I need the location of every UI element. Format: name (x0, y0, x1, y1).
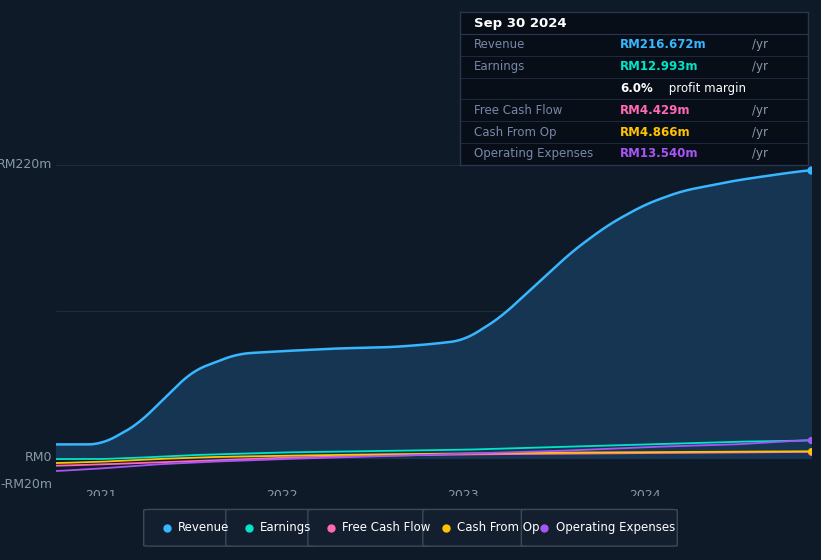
Text: Cash From Op: Cash From Op (457, 521, 539, 534)
Text: /yr: /yr (752, 60, 768, 73)
Text: 6.0%: 6.0% (620, 82, 653, 95)
Text: /yr: /yr (752, 39, 768, 52)
Text: RM216.672m: RM216.672m (620, 39, 707, 52)
Text: /yr: /yr (752, 104, 768, 116)
FancyBboxPatch shape (521, 510, 677, 546)
FancyBboxPatch shape (144, 510, 234, 546)
Text: /yr: /yr (752, 125, 768, 138)
Text: RM220m: RM220m (0, 158, 52, 171)
Text: RM12.993m: RM12.993m (620, 60, 699, 73)
Text: Free Cash Flow: Free Cash Flow (474, 104, 562, 116)
FancyBboxPatch shape (308, 510, 431, 546)
FancyBboxPatch shape (226, 510, 316, 546)
Text: Revenue: Revenue (178, 521, 230, 534)
Text: RM4.866m: RM4.866m (620, 125, 690, 138)
Text: -RM20m: -RM20m (0, 478, 52, 491)
Text: RM4.429m: RM4.429m (620, 104, 690, 116)
Text: Cash From Op: Cash From Op (474, 125, 556, 138)
Text: Earnings: Earnings (474, 60, 525, 73)
Text: RM13.540m: RM13.540m (620, 147, 699, 160)
Text: Operating Expenses: Operating Expenses (474, 147, 593, 160)
FancyBboxPatch shape (423, 510, 530, 546)
Text: RM0: RM0 (25, 451, 52, 464)
Text: Sep 30 2024: Sep 30 2024 (474, 17, 566, 30)
Text: Free Cash Flow: Free Cash Flow (342, 521, 431, 534)
Text: Revenue: Revenue (474, 39, 525, 52)
Text: Earnings: Earnings (260, 521, 312, 534)
Text: profit margin: profit margin (665, 82, 746, 95)
Text: /yr: /yr (752, 147, 768, 160)
Text: Operating Expenses: Operating Expenses (556, 521, 675, 534)
